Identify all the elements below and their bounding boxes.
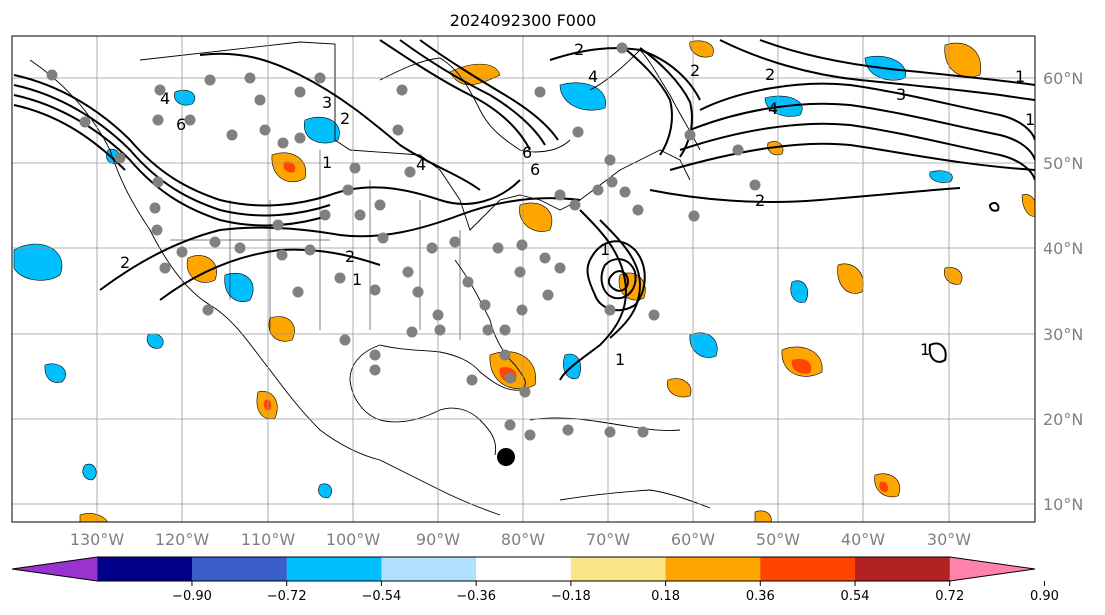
coastlines: [29, 41, 711, 516]
contour-label: 2: [690, 61, 700, 80]
contour-label: 6: [522, 143, 532, 162]
contour-label: 2: [340, 109, 350, 128]
contour-label: 1: [920, 340, 930, 359]
contour-label: 1: [352, 270, 362, 289]
contour-label: 4: [160, 89, 170, 108]
contour-label: 6: [176, 115, 186, 134]
colorbar-tick-label: 0.54: [841, 589, 870, 604]
colorbar-tick-label: −0.36: [456, 589, 496, 604]
contour-label: 2: [345, 247, 355, 266]
lon-label: 60°W: [671, 530, 715, 549]
contour-label: 3: [896, 85, 906, 104]
contour-label: 1: [615, 350, 625, 369]
lon-label: 40°W: [841, 530, 885, 549]
lon-label: 80°W: [501, 530, 545, 549]
contour-label: 2: [574, 40, 584, 59]
contour-label: 1: [600, 240, 610, 259]
colorbar-extend-high: [949, 557, 1035, 581]
colorbar-tick-label: −0.18: [551, 589, 591, 604]
lat-label: 30°N: [1043, 325, 1083, 344]
colorbar-tick-label: −0.72: [267, 589, 307, 604]
colorbar-segment: [476, 557, 572, 581]
colorbar-tick-label: 0.36: [746, 589, 775, 604]
contour-label: 6: [530, 160, 540, 179]
colorbar: −0.90 −0.72 −0.54 −0.36 −0.18 0.18 0.36 0.54 0.7…: [11, 556, 1059, 604]
contour-label: 2: [120, 253, 130, 272]
colorbar-segment: [760, 557, 856, 581]
colorbar-segment: [381, 557, 477, 581]
contour-label: 1: [322, 153, 332, 172]
colorbar-extend-low: [12, 557, 98, 581]
colorbar-tick-label: 0.72: [935, 589, 964, 604]
lon-label: 90°W: [416, 530, 460, 549]
lon-label: 110°W: [241, 530, 296, 549]
contour-label: 4: [588, 67, 598, 86]
colorbar-segment: [570, 557, 667, 581]
lon-label: 70°W: [586, 530, 630, 549]
contour-label: 2: [755, 191, 765, 210]
lon-axis: 130°W 120°W 110°W 100°W 90°W 80°W 70°W 6…: [70, 530, 971, 549]
colorbar-tick-label: 0.18: [651, 589, 680, 604]
lon-label: 30°W: [927, 530, 971, 549]
colorbar-tick-label: −0.54: [361, 589, 401, 604]
lon-label: 50°W: [756, 530, 800, 549]
lat-label: 10°N: [1043, 495, 1083, 514]
colorbar-outline: [11, 556, 1036, 582]
colorbar-tick-label: −0.90: [172, 589, 212, 604]
map-title: 2024092300 F000: [450, 11, 597, 30]
lon-label: 130°W: [70, 530, 125, 549]
lon-label: 120°W: [155, 530, 210, 549]
lat-label: 20°N: [1043, 410, 1083, 429]
contour-label: 1: [1015, 67, 1025, 86]
lat-label: 50°N: [1043, 154, 1083, 173]
colorbar-segment: [855, 557, 951, 581]
map-frame: 2 4 6 1 2 1 2 3 4 6 2 4 6 2 1 2 3 4 1 1: [11, 35, 1036, 523]
lat-label: 60°N: [1043, 69, 1083, 88]
colorbar-segment: [665, 557, 761, 581]
lon-label: 100°W: [326, 530, 381, 549]
contour-label-group: 2 4 6 1 2 1 2 3 4 6 2 4 6 2 1 2 3 4 1 1: [120, 40, 1035, 369]
colorbar-segment: [286, 557, 382, 581]
colorbar-tick-label: 0.90: [1030, 589, 1059, 604]
observation-points: [46, 42, 761, 441]
lat-axis: 60°N 50°N 40°N 30°N 20°N 10°N: [1043, 69, 1083, 514]
colorbar-segment: [191, 557, 288, 581]
contour-label: 2: [765, 65, 775, 84]
contour-label: 4: [416, 155, 426, 174]
colorbar-segment: [97, 557, 193, 581]
lat-label: 40°N: [1043, 239, 1083, 258]
storm-center-marker: [497, 448, 515, 466]
contour-label: 3: [322, 93, 332, 112]
contour-label: 4: [768, 99, 778, 118]
contour-label: 1: [1025, 110, 1035, 129]
